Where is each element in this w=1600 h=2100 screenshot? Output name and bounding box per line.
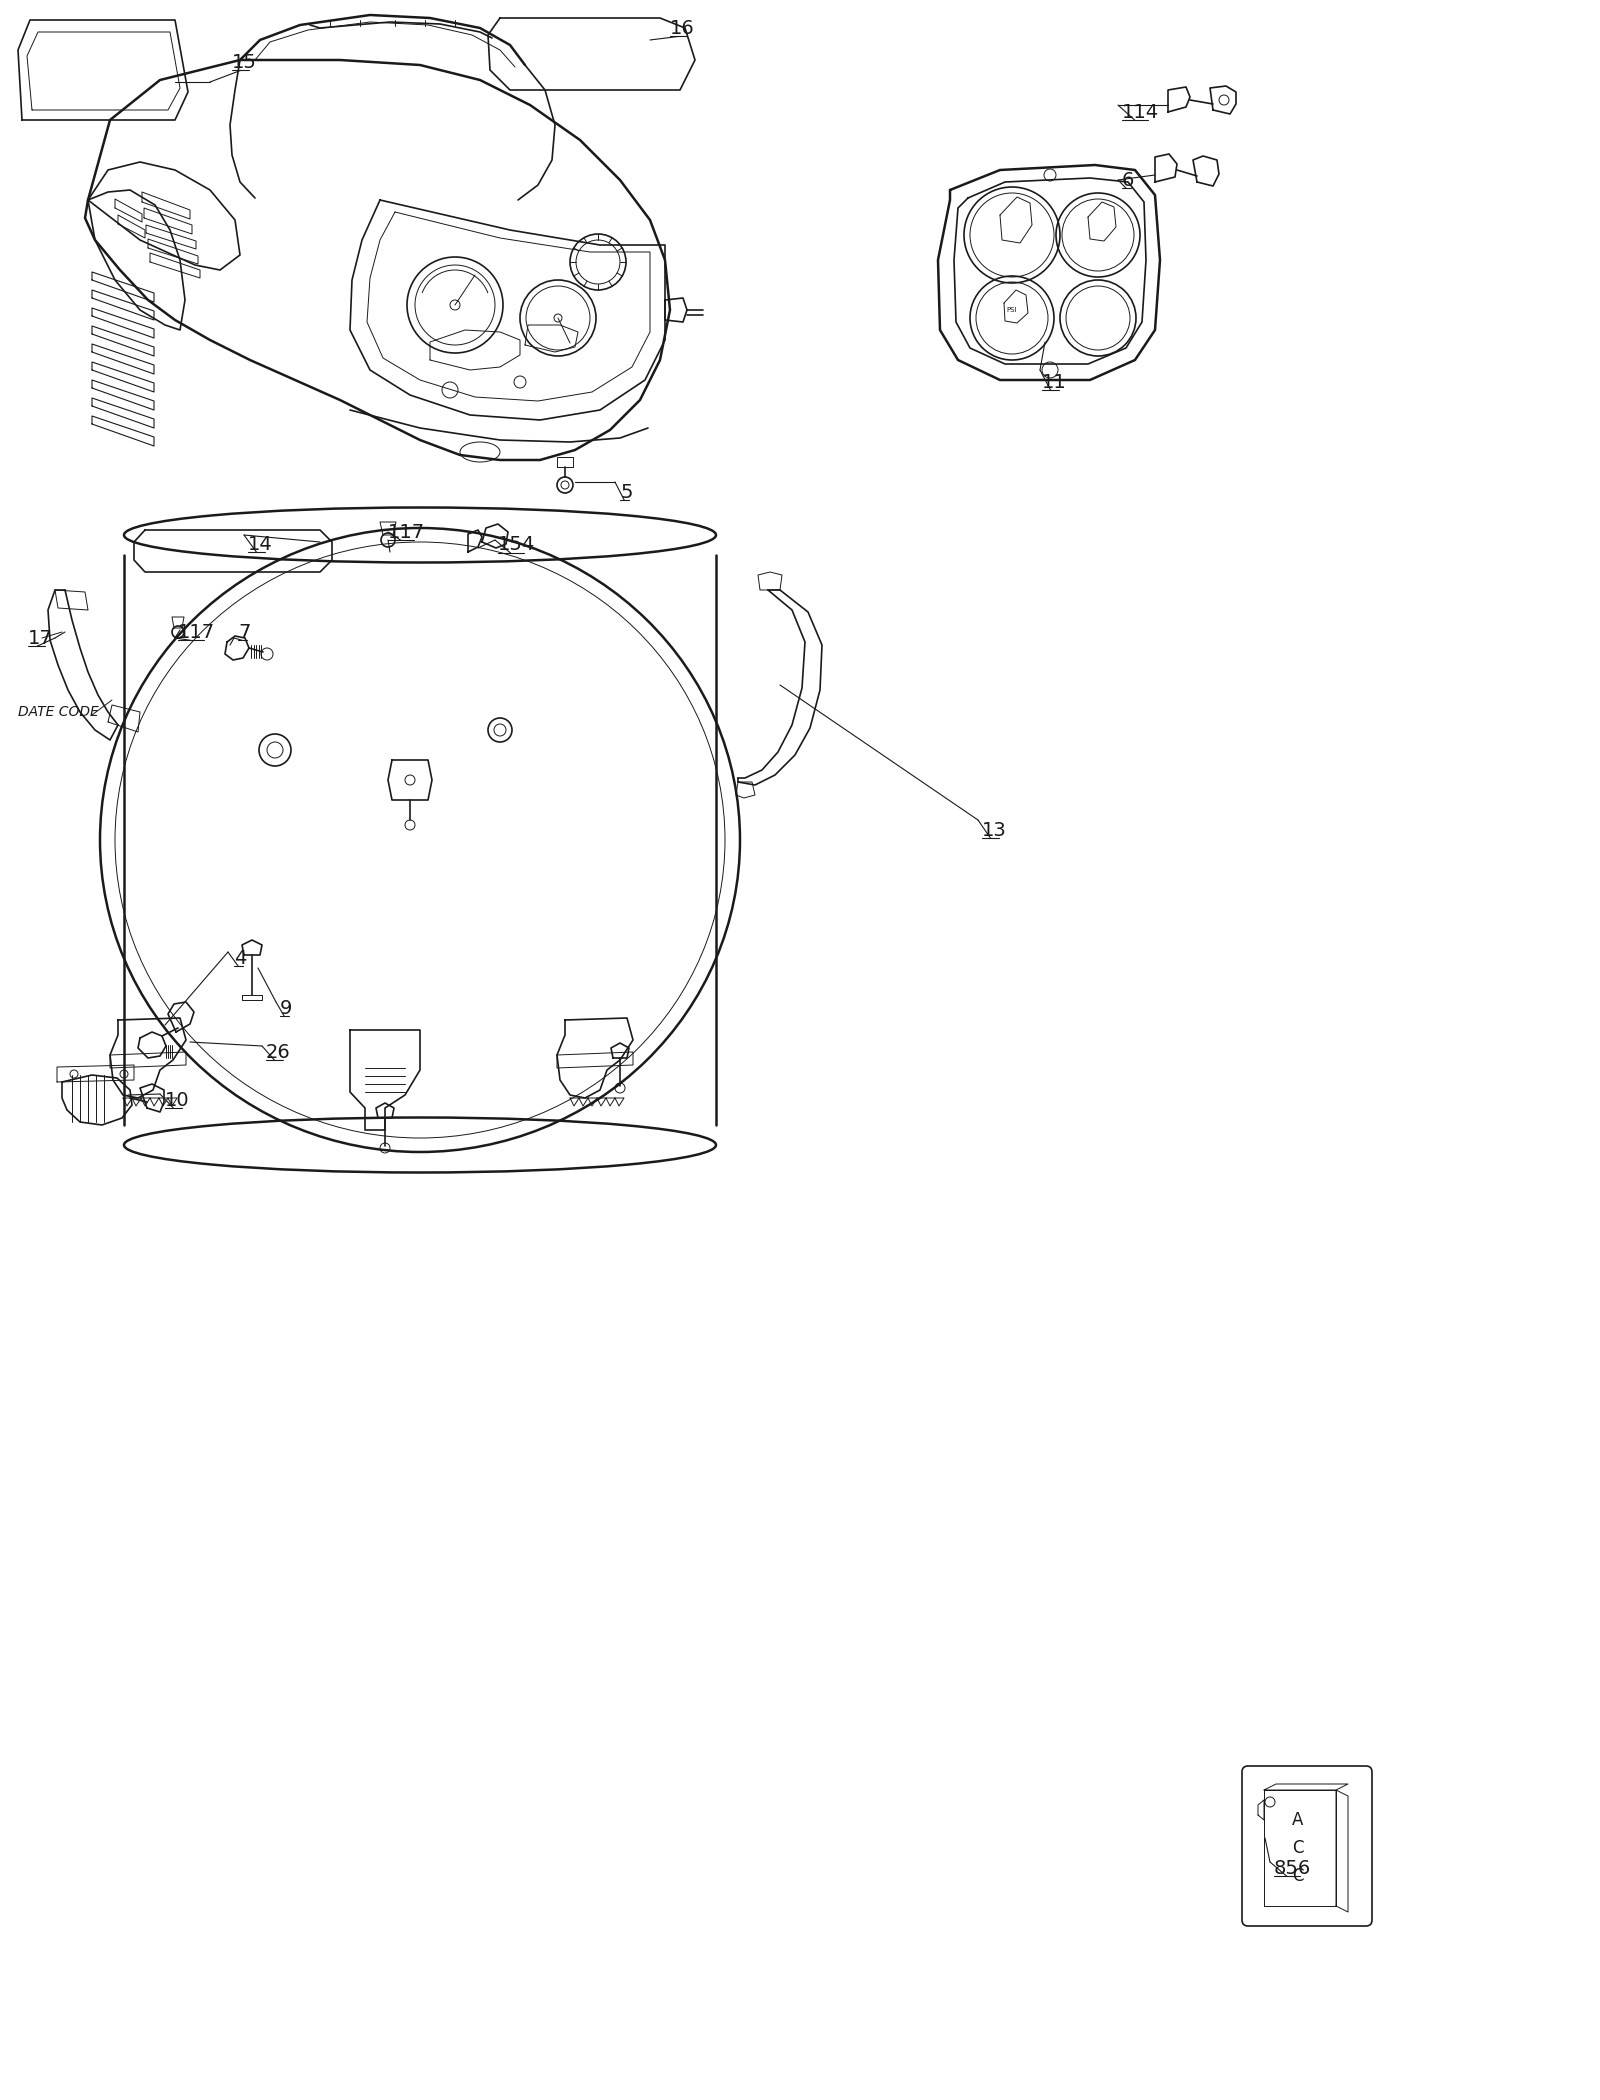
Text: 26: 26	[266, 1042, 291, 1060]
Text: 117: 117	[178, 622, 214, 640]
Text: 15: 15	[232, 52, 258, 71]
Text: 7: 7	[238, 622, 250, 640]
Text: DATE CODE: DATE CODE	[18, 706, 99, 718]
Text: 13: 13	[982, 821, 1006, 840]
Text: 114: 114	[1122, 103, 1158, 122]
Text: A: A	[1293, 1810, 1304, 1829]
Text: 9: 9	[280, 998, 293, 1018]
Text: 10: 10	[165, 1090, 190, 1109]
Text: 11: 11	[1042, 372, 1067, 391]
Text: 117: 117	[387, 523, 426, 542]
Text: 856: 856	[1274, 1858, 1312, 1877]
Text: C: C	[1293, 1840, 1304, 1856]
Text: 4: 4	[234, 949, 246, 968]
Text: C: C	[1293, 1867, 1304, 1886]
Text: PSI: PSI	[1006, 307, 1018, 313]
Text: 16: 16	[670, 19, 694, 38]
Text: 154: 154	[498, 536, 536, 554]
Text: 17: 17	[29, 628, 53, 647]
Text: 6: 6	[1122, 170, 1134, 189]
Text: 5: 5	[621, 483, 632, 502]
Text: 14: 14	[248, 536, 272, 554]
